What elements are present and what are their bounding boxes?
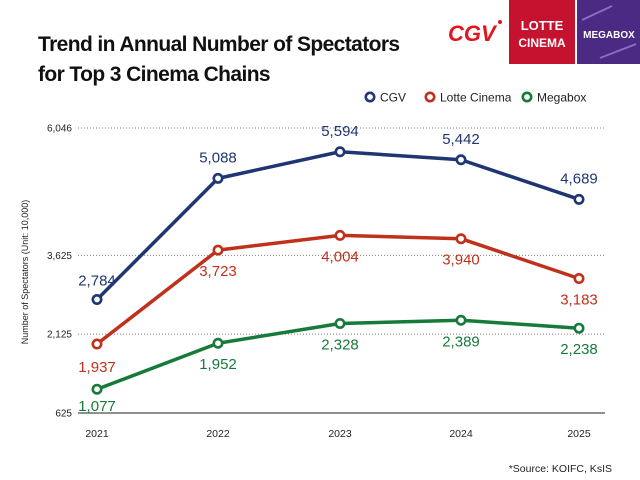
data-point <box>334 317 346 329</box>
legend-label: CGV <box>380 91 406 105</box>
series-line-cgv <box>95 150 581 302</box>
lotte-cinema-logo: LOTTE CINEMA <box>509 0 575 64</box>
data-label: 5,442 <box>442 131 480 148</box>
data-label: 3,183 <box>560 292 598 309</box>
x-tick-label: 2024 <box>449 428 473 440</box>
data-label: 3,723 <box>199 263 237 280</box>
data-label: 1,937 <box>78 359 116 376</box>
x-tick-label: 2021 <box>85 428 109 440</box>
data-label: 3,940 <box>442 252 480 269</box>
y-tick-label: 3,625 <box>47 251 72 262</box>
chart-title-line-2: for Top 3 Cinema Chains <box>38 63 270 86</box>
data-label: 2,328 <box>321 336 359 353</box>
legend-marker <box>364 91 376 103</box>
data-label: 4,004 <box>321 248 359 265</box>
legend-marker <box>521 91 533 103</box>
data-point <box>573 322 585 334</box>
x-axis: 2021 2022 2023 2024 2025 <box>85 428 591 440</box>
chart-title-line-1: Trend in Annual Number of Spectators <box>38 33 400 56</box>
cgv-logo-text: CGV <box>448 21 498 46</box>
cgv-logo: CGV <box>448 20 502 46</box>
x-tick-label: 2025 <box>567 428 591 440</box>
lotte-cinema-logo-line2: CINEMA <box>518 36 566 50</box>
data-point <box>212 172 224 184</box>
series-line-megabox <box>95 318 581 391</box>
y-axis-label: Number of Spectators (Unit: 10,000) <box>20 200 30 345</box>
megabox-logo-stripe <box>599 43 637 59</box>
x-tick-label: 2022 <box>206 428 230 440</box>
data-point <box>334 146 346 158</box>
y-tick-label: 6,046 <box>47 124 72 135</box>
series-group <box>91 146 585 395</box>
legend-marker <box>424 91 436 103</box>
source-note: *Source: KOIFC, KsIS <box>509 463 612 475</box>
data-label: 1,077 <box>78 398 116 415</box>
y-tick-label: 2,125 <box>47 330 72 341</box>
data-point <box>212 337 224 349</box>
megabox-logo-text: MEGABOX <box>583 30 635 41</box>
megabox-logo-background <box>577 0 640 64</box>
data-label: 4,689 <box>560 170 598 187</box>
megabox-logo: MEGABOX <box>577 0 640 64</box>
data-label: 5,594 <box>321 123 359 140</box>
data-point <box>455 314 467 326</box>
data-point <box>573 273 585 285</box>
x-tick-label: 2023 <box>328 428 352 440</box>
data-label: 2,784 <box>78 272 116 289</box>
data-point <box>455 233 467 245</box>
data-point <box>334 229 346 241</box>
legend-label: Megabox <box>537 91 586 105</box>
lotte-cinema-logo-background <box>509 0 575 64</box>
data-label: 2,389 <box>442 333 480 350</box>
y-tick-label: 625 <box>55 409 72 420</box>
data-point <box>455 154 467 166</box>
data-label: 1,952 <box>199 356 237 373</box>
data-point <box>91 383 103 395</box>
megabox-logo-stripe <box>581 5 613 21</box>
legend: CGV Lotte Cinema Megabox <box>364 91 586 105</box>
data-point <box>573 193 585 205</box>
data-labels: 2,784 5,088 5,594 5,442 4,689 1,937 3,723 4,004… <box>78 123 598 415</box>
grid: 625 2,125 3,625 6,046 <box>47 124 605 420</box>
data-label: 5,088 <box>199 149 237 166</box>
data-label: 2,238 <box>560 341 598 358</box>
lotte-cinema-logo-line1: LOTTE <box>521 18 564 33</box>
data-point <box>212 244 224 256</box>
cgv-logo-star-icon <box>498 20 502 24</box>
data-point <box>91 338 103 350</box>
data-point <box>91 293 103 305</box>
legend-label: Lotte Cinema <box>440 91 512 105</box>
